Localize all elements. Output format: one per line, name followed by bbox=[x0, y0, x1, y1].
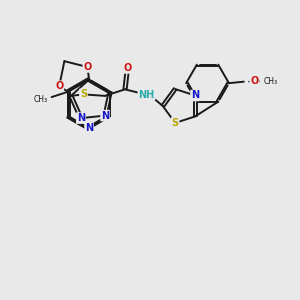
Text: CH₃: CH₃ bbox=[34, 95, 48, 104]
Text: N: N bbox=[85, 123, 93, 133]
Text: N: N bbox=[77, 113, 85, 123]
Text: O: O bbox=[83, 62, 92, 72]
Text: N: N bbox=[191, 91, 199, 100]
Text: N: N bbox=[101, 111, 109, 121]
Text: O: O bbox=[250, 76, 258, 86]
Text: S: S bbox=[172, 118, 179, 128]
Text: CH₃: CH₃ bbox=[264, 76, 278, 85]
Text: O: O bbox=[123, 63, 132, 73]
Text: NH: NH bbox=[138, 90, 154, 100]
Text: O: O bbox=[55, 81, 63, 91]
Text: S: S bbox=[80, 89, 87, 99]
